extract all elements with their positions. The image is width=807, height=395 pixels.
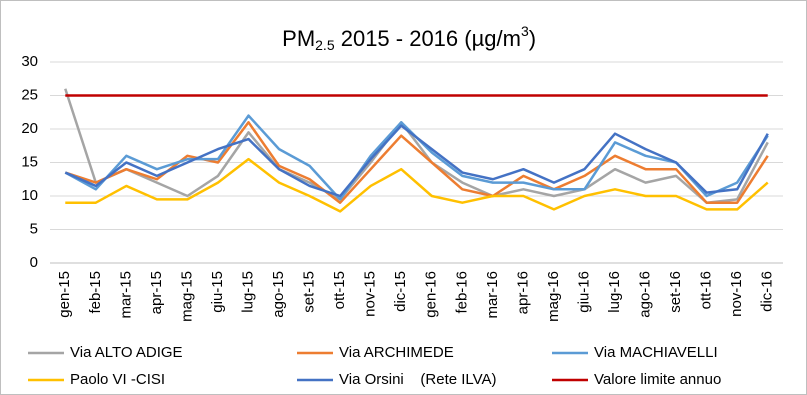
x-tick-label: dic-16 — [759, 271, 776, 312]
y-tick-label: 5 — [30, 220, 38, 237]
x-tick-label: apr-15 — [148, 271, 165, 314]
y-tick-label: 15 — [21, 153, 38, 170]
x-tick-label: ott-15 — [331, 271, 348, 309]
x-tick-label: ago-15 — [270, 271, 287, 318]
series-line — [64, 124, 769, 198]
series-line — [64, 88, 769, 204]
x-tick-label: ott-16 — [698, 271, 715, 309]
title-sub: 2.5 — [315, 37, 335, 53]
x-tick-label: gen-16 — [423, 271, 440, 318]
x-tick-label: apr-16 — [514, 271, 531, 314]
title-sup: 3 — [521, 23, 529, 39]
y-tick-label: 10 — [21, 187, 38, 204]
legend-label: Paolo VI -CISI — [70, 371, 165, 388]
x-tick-label: mag-15 — [178, 271, 195, 322]
x-tick-label: lug-15 — [239, 271, 256, 313]
x-tick-label: giu-16 — [575, 271, 592, 313]
legend-label: Via ARCHIMEDE — [339, 344, 454, 361]
legend-label: Via ALTO ADIGE — [70, 344, 183, 361]
x-tick-label: set-16 — [667, 271, 684, 313]
x-tick-label: feb-15 — [87, 271, 104, 314]
x-tick-label: ago-16 — [637, 271, 654, 318]
y-tick-label: 20 — [21, 120, 38, 137]
legend-label: Via MACHIAVELLI — [594, 344, 718, 361]
x-tick-label: mar-16 — [484, 271, 501, 319]
title-part: PM — [282, 26, 315, 51]
y-tick-label: 30 — [21, 53, 38, 70]
x-tick-label: dic-15 — [392, 271, 409, 312]
legend-label: Valore limite annuo — [594, 371, 721, 388]
y-tick-label: 25 — [21, 86, 38, 103]
title-part: ) — [529, 26, 536, 51]
y-tick-label: 0 — [30, 254, 38, 271]
chart-title: PM2.5 2015 - 2016 (µg/m3) — [252, 23, 555, 53]
legend-label: Via Orsini (Rete ILVA) — [339, 371, 497, 388]
x-tick-label: gen-15 — [56, 271, 73, 318]
title-part: 2015 - 2016 (µg/m — [335, 26, 521, 51]
x-tick-label: lug-16 — [606, 271, 623, 313]
x-tick-label: nov-15 — [362, 271, 379, 317]
x-tick-label: mag-16 — [545, 271, 562, 322]
x-tick-label: set-15 — [301, 271, 318, 313]
x-tick-label: nov-16 — [728, 271, 745, 317]
x-tick-label: giu-15 — [209, 271, 226, 313]
x-tick-label: mar-15 — [117, 271, 134, 319]
series-line — [65, 157, 769, 213]
x-tick-label: feb-16 — [453, 271, 470, 314]
